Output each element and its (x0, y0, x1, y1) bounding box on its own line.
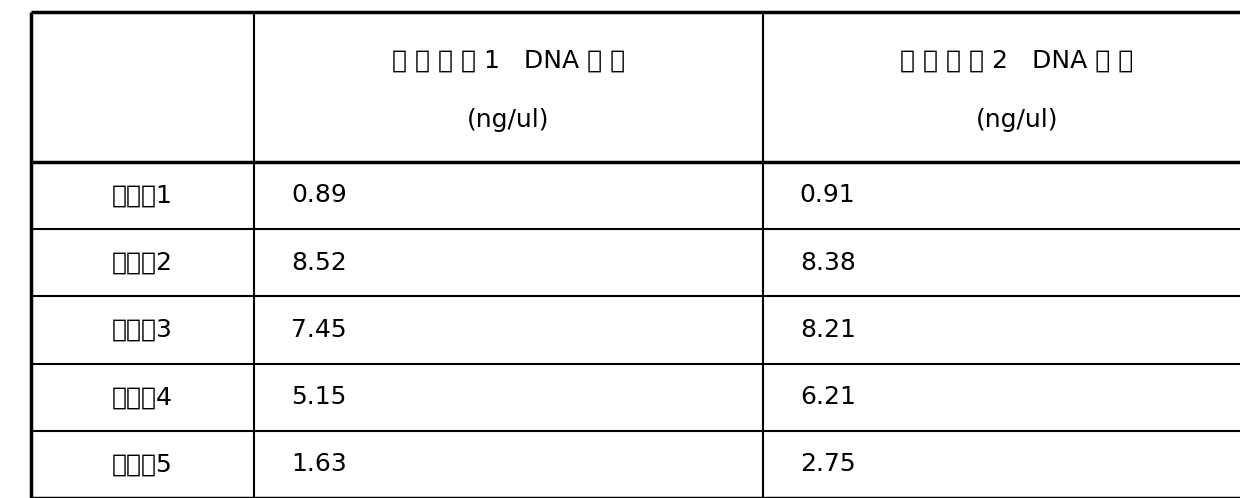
Text: 实施例5: 实施例5 (113, 452, 172, 477)
Text: 2.75: 2.75 (800, 452, 856, 477)
Text: 平 行 试 验 2   DNA 浓 度: 平 行 试 验 2 DNA 浓 度 (900, 48, 1133, 72)
Text: (ng/ul): (ng/ul) (467, 108, 549, 132)
Text: 实施例2: 实施例2 (112, 250, 174, 275)
Text: 0.89: 0.89 (291, 183, 347, 208)
Text: 8.52: 8.52 (291, 250, 347, 275)
Text: 8.38: 8.38 (800, 250, 856, 275)
Text: 6.21: 6.21 (800, 385, 856, 409)
Text: (ng/ul): (ng/ul) (976, 108, 1058, 132)
Text: 8.21: 8.21 (800, 318, 856, 342)
Text: 实施例1: 实施例1 (112, 183, 174, 208)
Text: 1.63: 1.63 (291, 452, 347, 477)
Text: 实施例3: 实施例3 (112, 318, 174, 342)
Text: 7.45: 7.45 (291, 318, 347, 342)
Text: 5.15: 5.15 (291, 385, 347, 409)
Text: 实施例4: 实施例4 (112, 385, 174, 409)
Text: 0.91: 0.91 (800, 183, 856, 208)
Text: 平 行 试 验 1   DNA 浓 度: 平 行 试 验 1 DNA 浓 度 (392, 48, 625, 72)
